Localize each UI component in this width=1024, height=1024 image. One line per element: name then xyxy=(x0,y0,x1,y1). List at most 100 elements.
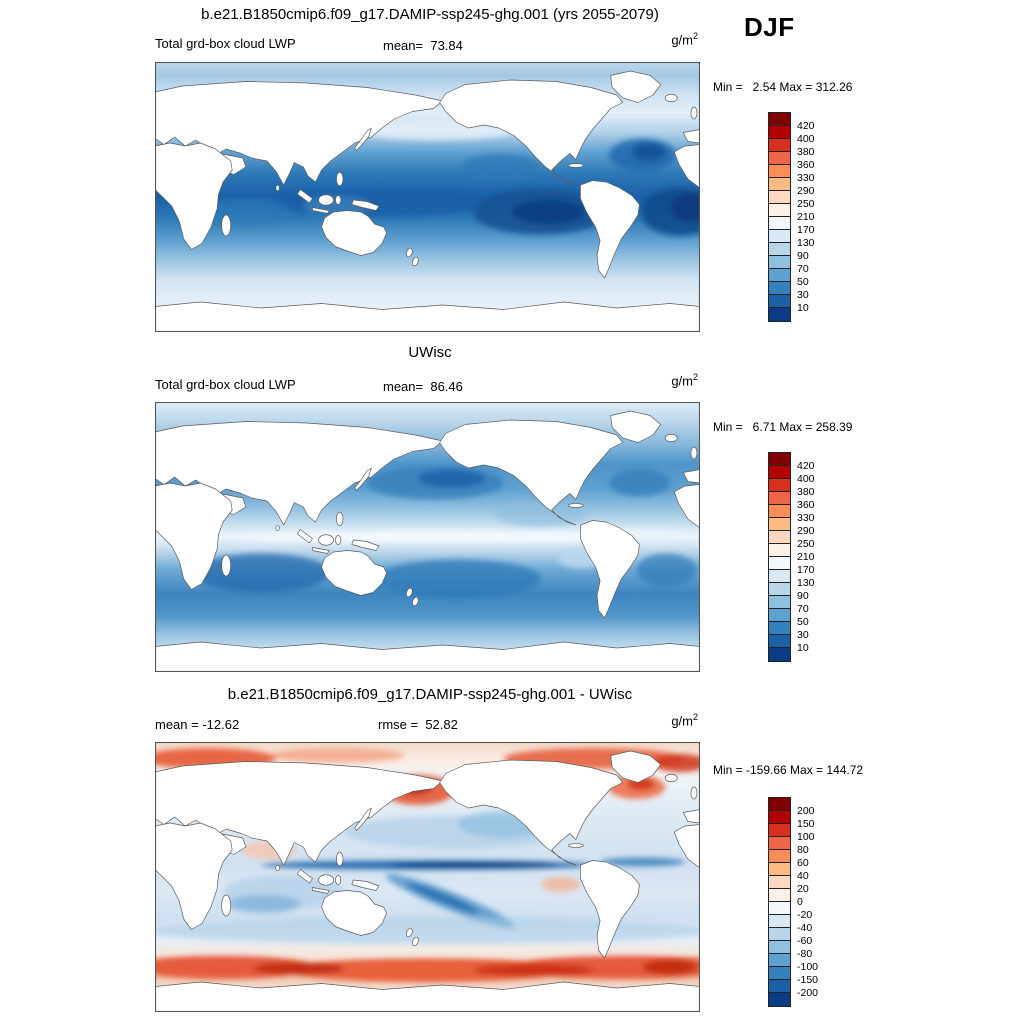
colorbar-tick-label: 250 xyxy=(797,198,815,210)
colorbar-cell xyxy=(769,915,790,928)
panel3-title: b.e21.B1850cmip6.f09_g17.DAMIP-ssp245-gh… xyxy=(227,686,633,703)
colorbar-cell xyxy=(769,941,790,954)
colorbar-tick-label: 70 xyxy=(797,263,809,275)
colorbar-cell xyxy=(769,466,790,479)
colorbar-tick-label: 10 xyxy=(797,642,809,654)
colorbar-tick-label: 20 xyxy=(797,883,809,895)
continents-layer xyxy=(155,70,700,332)
colorbar-cell xyxy=(769,863,790,876)
panel1-units-label: g/m2 xyxy=(640,31,698,47)
map-difference xyxy=(155,742,700,1012)
panel3-rmse-label: rmse = 52.82 xyxy=(378,717,458,732)
colorbar-cell xyxy=(769,282,790,295)
colorbar-cell xyxy=(769,178,790,191)
panel3-mean-label: mean = -12.62 xyxy=(155,717,240,732)
colorbar-cell xyxy=(769,492,790,505)
colorbar-cell xyxy=(769,269,790,282)
colorbar-tick-label: 30 xyxy=(797,629,809,641)
colorbar-cell xyxy=(769,453,790,466)
panel2-mean-label: mean= 86.46 xyxy=(383,379,463,394)
colorbar-cell xyxy=(769,980,790,993)
colorbar-cell xyxy=(769,113,790,126)
colorbar-tick-label: 360 xyxy=(797,499,815,511)
colorbar-tick-label: 100 xyxy=(797,831,815,843)
colorbar-cell xyxy=(769,622,790,635)
colorbar-cell xyxy=(769,152,790,165)
colorbar-tick-label: 290 xyxy=(797,525,815,537)
colorbar-tick-label: 90 xyxy=(797,250,809,262)
colorbar-cell xyxy=(769,544,790,557)
colorbar-tick-label: 420 xyxy=(797,120,815,132)
continents-layer xyxy=(155,750,700,1012)
colorbar-cell xyxy=(769,993,790,1006)
colorbar-tick-label: 210 xyxy=(797,211,815,223)
colorbar-cell xyxy=(769,635,790,648)
colorbar-cell xyxy=(769,295,790,308)
colorbar-cell xyxy=(769,798,790,811)
panel1-variable-label: Total grd-box cloud LWP xyxy=(155,36,296,51)
colorbar-tick-label: 70 xyxy=(797,603,809,615)
colorbar-cell xyxy=(769,204,790,217)
colorbar-cell xyxy=(769,126,790,139)
colorbar-tick-label: 170 xyxy=(797,564,815,576)
units-exponent: 2 xyxy=(692,31,698,41)
colorbar-tick-label: 130 xyxy=(797,577,815,589)
colorbar-tick-label: 0 xyxy=(797,896,803,908)
colorbar-cell xyxy=(769,902,790,915)
colorbar-cell xyxy=(769,811,790,824)
colorbar-tick-label: 210 xyxy=(797,551,815,563)
colorbar-cell xyxy=(769,837,790,850)
panel3-colorbar: 200 150 100 80 60 40 20 0 -20 -40 -60 -80 -100 -150 -2… xyxy=(768,797,852,1011)
panel2-title: UWisc xyxy=(408,344,452,361)
panel1-colorbar: 420 400 380 360 330 290 250 210 170 130 90 70 50 30 10 xyxy=(768,112,852,326)
colorbar-cell xyxy=(769,648,790,661)
map-frame xyxy=(155,402,700,672)
panel3-units-label: g/m2 xyxy=(640,712,698,728)
colorbar-tick-label: 250 xyxy=(797,538,815,550)
units-base: g/m xyxy=(671,713,693,729)
panel2-units-label: g/m2 xyxy=(640,372,698,388)
colorbar-tick-label: -80 xyxy=(797,948,813,960)
colorbar-tick-label: 90 xyxy=(797,590,809,602)
map-frame xyxy=(155,62,700,332)
panel2-variable-label: Total grd-box cloud LWP xyxy=(155,377,296,392)
panel1-minmax-label: Min = 2.54 Max = 312.26 xyxy=(713,80,853,94)
colorbar-tick-label: 380 xyxy=(797,146,815,158)
colorbar-labels: 420 400 380 360 330 290 250 210 170 130 90 70 50 30 10 xyxy=(797,453,845,661)
colorbar-tick-label: 330 xyxy=(797,172,815,184)
colorbar-labels: 200 150 100 80 60 40 20 0 -20 -40 -60 -80 -100 -150 -2… xyxy=(797,798,845,1006)
colorbar-cell xyxy=(769,557,790,570)
colorbar-tick-label: 30 xyxy=(797,289,809,301)
colorbar-cells xyxy=(768,452,791,662)
panel3-minmax-label: Min = -159.66 Max = 144.72 xyxy=(713,763,864,777)
colorbar-tick-label: 380 xyxy=(797,486,815,498)
colorbar-cell xyxy=(769,479,790,492)
colorbar-tick-label: 80 xyxy=(797,844,809,856)
colorbar-tick-label: 170 xyxy=(797,224,815,236)
colorbar-cell xyxy=(769,230,790,243)
map-model-lwp xyxy=(155,62,700,332)
colorbar-tick-label: 200 xyxy=(797,805,815,817)
colorbar-cell xyxy=(769,243,790,256)
colorbar-tick-label: 60 xyxy=(797,857,809,869)
colorbar-cell xyxy=(769,596,790,609)
colorbar-cell xyxy=(769,570,790,583)
panel2-minmax-label: Min = 6.71 Max = 258.39 xyxy=(713,420,853,434)
panel1-mean-label: mean= 73.84 xyxy=(383,38,463,53)
colorbar-tick-label: -40 xyxy=(797,922,813,934)
colorbar-cell xyxy=(769,609,790,622)
contour-blobs-layer xyxy=(200,119,700,236)
units-base: g/m xyxy=(671,373,693,389)
map-frame xyxy=(155,742,700,1012)
map-field-layer xyxy=(155,62,700,332)
colorbar-cell xyxy=(769,256,790,269)
colorbar-cell xyxy=(769,139,790,152)
colorbar-cell xyxy=(769,850,790,863)
map-obs-lwp xyxy=(155,402,700,672)
units-exponent: 2 xyxy=(692,712,698,722)
colorbar-cell xyxy=(769,928,790,941)
colorbar-cell xyxy=(769,531,790,544)
colorbar-tick-label: -60 xyxy=(797,935,813,947)
colorbar-cell xyxy=(769,954,790,967)
